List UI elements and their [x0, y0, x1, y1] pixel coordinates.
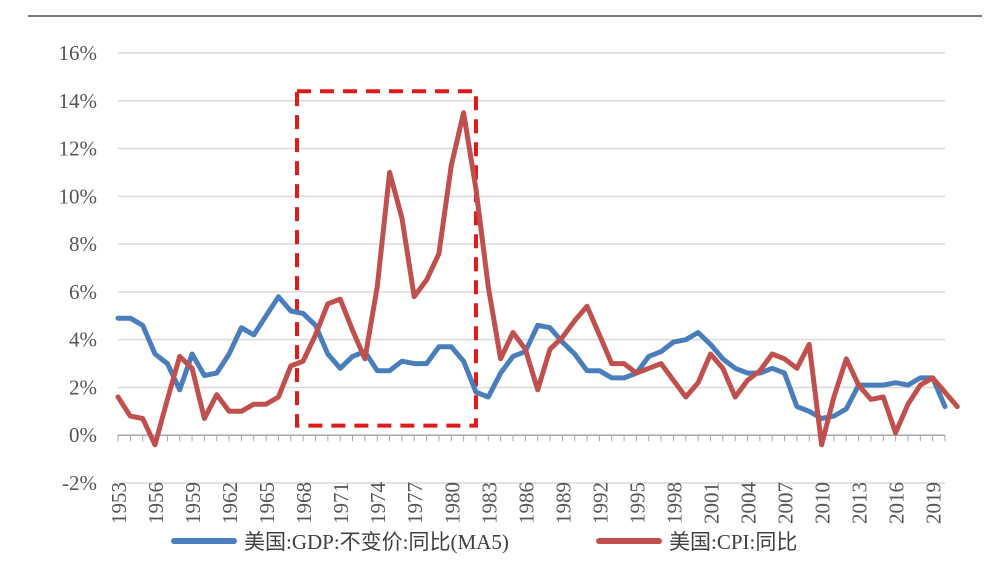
- x-axis: 1953 1956 1959 1962 1965 1968 1971 1974 1977 1980…: [107, 434, 946, 525]
- x-tick-label: 1989: [551, 482, 575, 524]
- series-layer: [115, 110, 960, 448]
- y-tick-label: 6%: [69, 280, 97, 304]
- y-tick-label: 8%: [69, 232, 97, 256]
- x-tick-label: 2010: [811, 482, 835, 524]
- x-tick-label: 2013: [848, 482, 872, 524]
- y-tick-label: 12%: [59, 137, 98, 161]
- x-tick-label: 2007: [774, 482, 798, 524]
- x-tick-label: 1971: [329, 482, 353, 524]
- x-tick-label: 2016: [885, 482, 909, 524]
- legend-label-cpi: 美国:CPI:同比: [669, 530, 797, 554]
- y-tick-label: 14%: [59, 89, 98, 113]
- cpi-series-line: [115, 110, 960, 448]
- y-tick-label: 4%: [69, 328, 97, 352]
- y-tick-label: 0%: [69, 423, 97, 447]
- x-tick-label: 1980: [440, 482, 464, 524]
- legend: 美国:GDP:不变价:同比(MA5) 美国:CPI:同比: [171, 530, 797, 554]
- x-tick-label: 1959: [181, 482, 205, 524]
- x-tick-label: 1983: [477, 482, 501, 524]
- y-tick-label: -2%: [62, 471, 97, 495]
- x-tick-label: 2019: [922, 482, 946, 524]
- x-tick-label: 1953: [107, 482, 131, 524]
- legend-label-gdp: 美国:GDP:不变价:同比(MA5): [244, 530, 509, 554]
- y-tick-label: 2%: [69, 375, 97, 399]
- x-tick-label: 1965: [255, 482, 279, 524]
- x-tick-label: 1995: [625, 482, 649, 524]
- x-tick-label: 1974: [366, 482, 390, 525]
- x-tick-label: 1977: [403, 482, 427, 524]
- highlight-dashed-box: [294, 89, 478, 428]
- x-tick-label: 1962: [218, 482, 242, 524]
- gdp-series-line: [115, 294, 948, 421]
- y-axis: 16% 14% 12% 10% 8% 6% 4% 2% 0% -2%: [59, 41, 98, 495]
- x-tick-label: 1956: [144, 482, 168, 524]
- x-tick-label: 1968: [292, 482, 316, 524]
- y-tick-label: 16%: [59, 41, 98, 65]
- x-tick-label: 2001: [699, 482, 723, 524]
- x-tick-label: 2004: [737, 482, 761, 525]
- x-tick-label: 1992: [588, 482, 612, 524]
- x-tick-label: 1986: [514, 482, 538, 524]
- grid-layer: [118, 52, 945, 484]
- x-tick-label: 1998: [662, 482, 686, 524]
- y-tick-label: 10%: [59, 184, 98, 208]
- annotation-layer: [294, 89, 478, 428]
